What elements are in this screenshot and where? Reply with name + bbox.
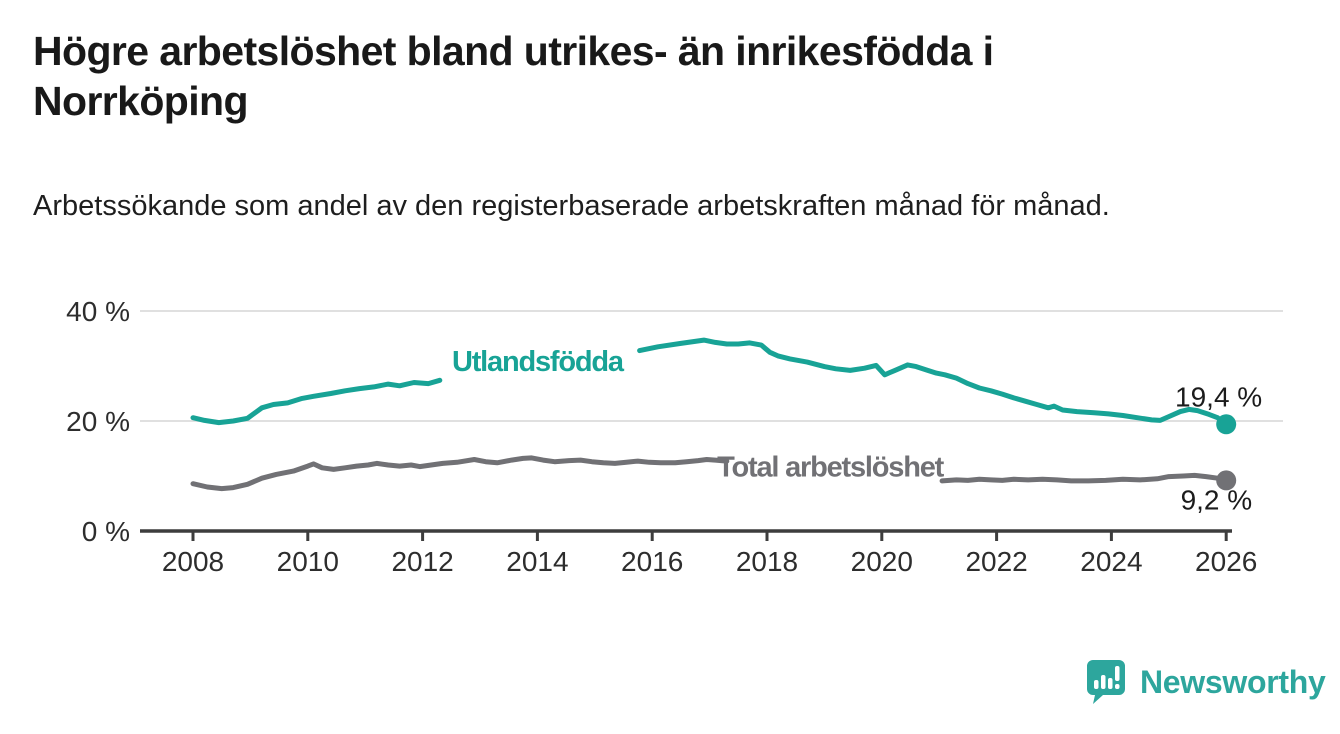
x-tick-label: 2016 xyxy=(621,546,683,577)
x-tick-label: 2010 xyxy=(277,546,339,577)
x-tick-label: 2024 xyxy=(1080,546,1142,577)
series-end-value-label: 19,4 % xyxy=(1175,381,1262,412)
series-end-value-label: 9,2 % xyxy=(1181,484,1253,515)
series-line xyxy=(939,472,1229,484)
series-line xyxy=(637,337,1229,427)
y-tick-label: 0 % xyxy=(82,516,130,547)
chart-title: Högre arbetslöshet bland utrikes- än inr… xyxy=(33,28,994,125)
newsworthy-wordmark: Newsworthy xyxy=(1140,663,1326,700)
x-tick-label: 2014 xyxy=(506,546,568,577)
series-line xyxy=(190,377,443,426)
y-tick-label: 40 % xyxy=(66,296,130,327)
x-tick-label: 2018 xyxy=(736,546,798,577)
newsworthy-logo-icon xyxy=(1087,660,1125,704)
x-tick-label: 2022 xyxy=(965,546,1027,577)
series-inline-label: Total arbetslöshet xyxy=(717,452,945,484)
series-end-dot xyxy=(1216,470,1237,491)
series-line xyxy=(190,455,730,492)
chart-subtitle: Arbetssökande som andel av den registerb… xyxy=(33,190,1110,222)
x-tick-label: 2012 xyxy=(391,546,453,577)
branding: Newsworthy xyxy=(1086,658,1326,706)
series-inline-label: Utlandsfödda xyxy=(452,346,625,378)
x-tick-label: 2026 xyxy=(1195,546,1257,577)
x-tick-label: 2008 xyxy=(162,546,224,577)
y-tick-label: 20 % xyxy=(66,406,130,437)
series-end-dot xyxy=(1216,414,1237,435)
x-tick-label: 2020 xyxy=(851,546,913,577)
